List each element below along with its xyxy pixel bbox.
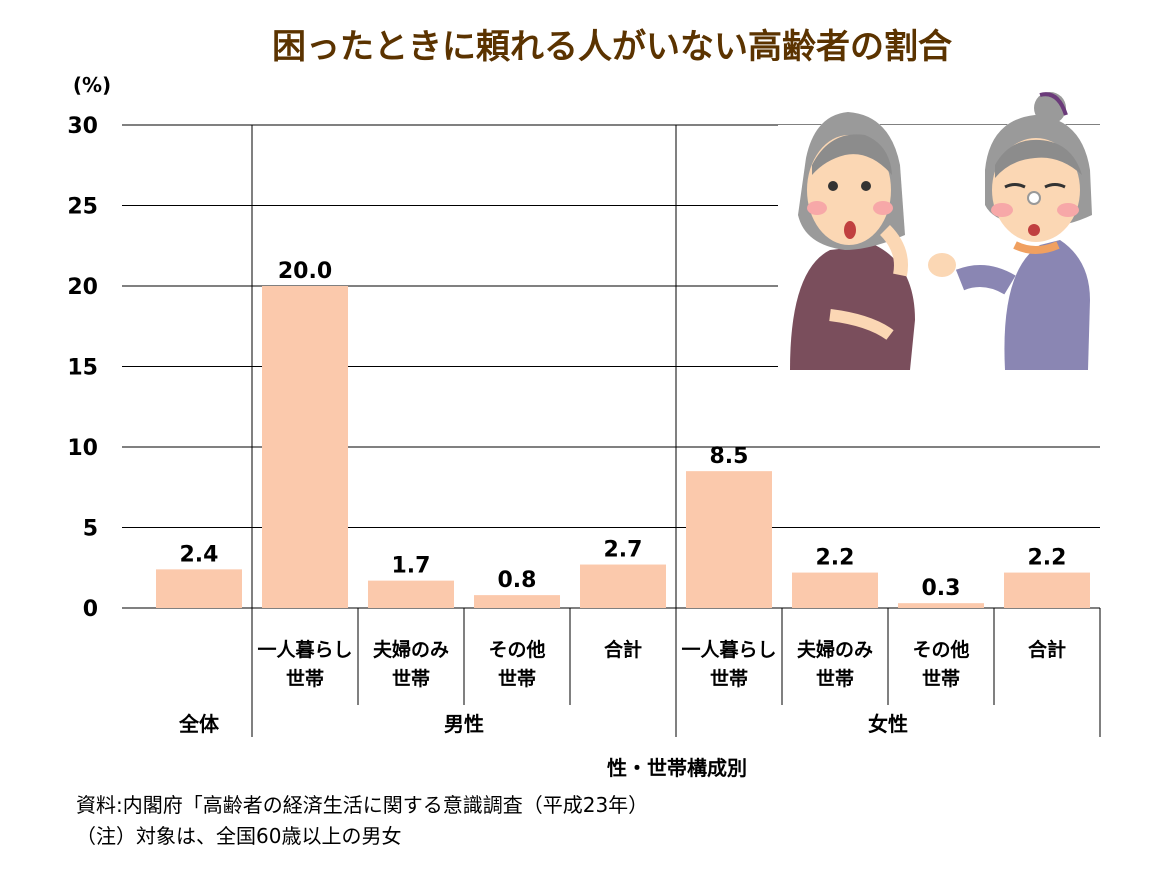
data-labels: 2.4 20.0 1.7 0.8 2.7 8.5 2.2 0.3 2.2 (180, 259, 1067, 601)
x-category-label: 合計 (1028, 638, 1066, 661)
elderly-women-illustration (778, 92, 1100, 370)
source-note: 資料:内閣府「高齢者の経済生活に関する意識調査（平成23年） (76, 793, 648, 817)
x-category-label: 世帯 (710, 667, 748, 690)
x-category-label: 世帯 (392, 667, 430, 690)
x-category-label: 一人暮らし (257, 639, 352, 661)
bar-value-label: 2.2 (1028, 546, 1067, 571)
chart-title: 困ったときに頼れる人がいない高齢者の割合 (272, 27, 952, 67)
bar (1004, 572, 1090, 608)
bar (262, 286, 348, 608)
x-category-label: その他 (912, 638, 969, 661)
bar (474, 595, 560, 608)
bar (580, 564, 666, 608)
bar-value-label: 8.5 (710, 444, 749, 469)
x-axis-title: 性・世帯構成別 (607, 756, 747, 780)
y-tick-label: 0 (83, 597, 98, 622)
y-axis-ticks: 0 5 10 15 20 25 30 (67, 114, 98, 622)
x-category-label: 世帯 (816, 667, 854, 690)
bar-value-label: 0.8 (498, 568, 537, 593)
x-group-label: 全体 (178, 712, 220, 736)
x-category-label: その他 (488, 638, 545, 661)
y-tick-label: 25 (67, 195, 98, 220)
y-tick-label: 20 (67, 275, 98, 300)
bar-value-label: 2.7 (604, 538, 643, 563)
y-tick-label: 30 (67, 114, 98, 139)
x-group-label: 男性 (444, 712, 484, 736)
bars (156, 286, 1090, 608)
y-tick-label: 15 (67, 356, 98, 381)
bar-value-label: 1.7 (392, 554, 431, 579)
y-axis-unit: (%) (73, 73, 111, 97)
x-category-label: 夫婦のみ (797, 638, 873, 661)
bar-value-label: 20.0 (278, 259, 332, 284)
bar (898, 603, 984, 608)
bar (368, 580, 454, 608)
bar-value-label: 2.2 (816, 546, 855, 571)
footnote: （注）対象は、全国60歳以上の男女 (76, 824, 401, 848)
x-category-label: 世帯 (498, 667, 536, 690)
x-group-label: 女性 (868, 712, 908, 736)
x-category-label: 一人暮らし (681, 639, 776, 661)
x-category-label: 合計 (604, 638, 642, 661)
x-category-label: 夫婦のみ (373, 638, 449, 661)
bar-value-label: 0.3 (922, 576, 961, 601)
bar-value-label: 2.4 (180, 542, 219, 567)
bar (156, 569, 242, 608)
x-category-label: 世帯 (922, 667, 960, 690)
y-tick-label: 10 (67, 436, 98, 461)
x-category-label: 世帯 (286, 667, 324, 690)
bar (686, 471, 772, 608)
bar (792, 572, 878, 608)
y-tick-label: 5 (83, 517, 98, 542)
